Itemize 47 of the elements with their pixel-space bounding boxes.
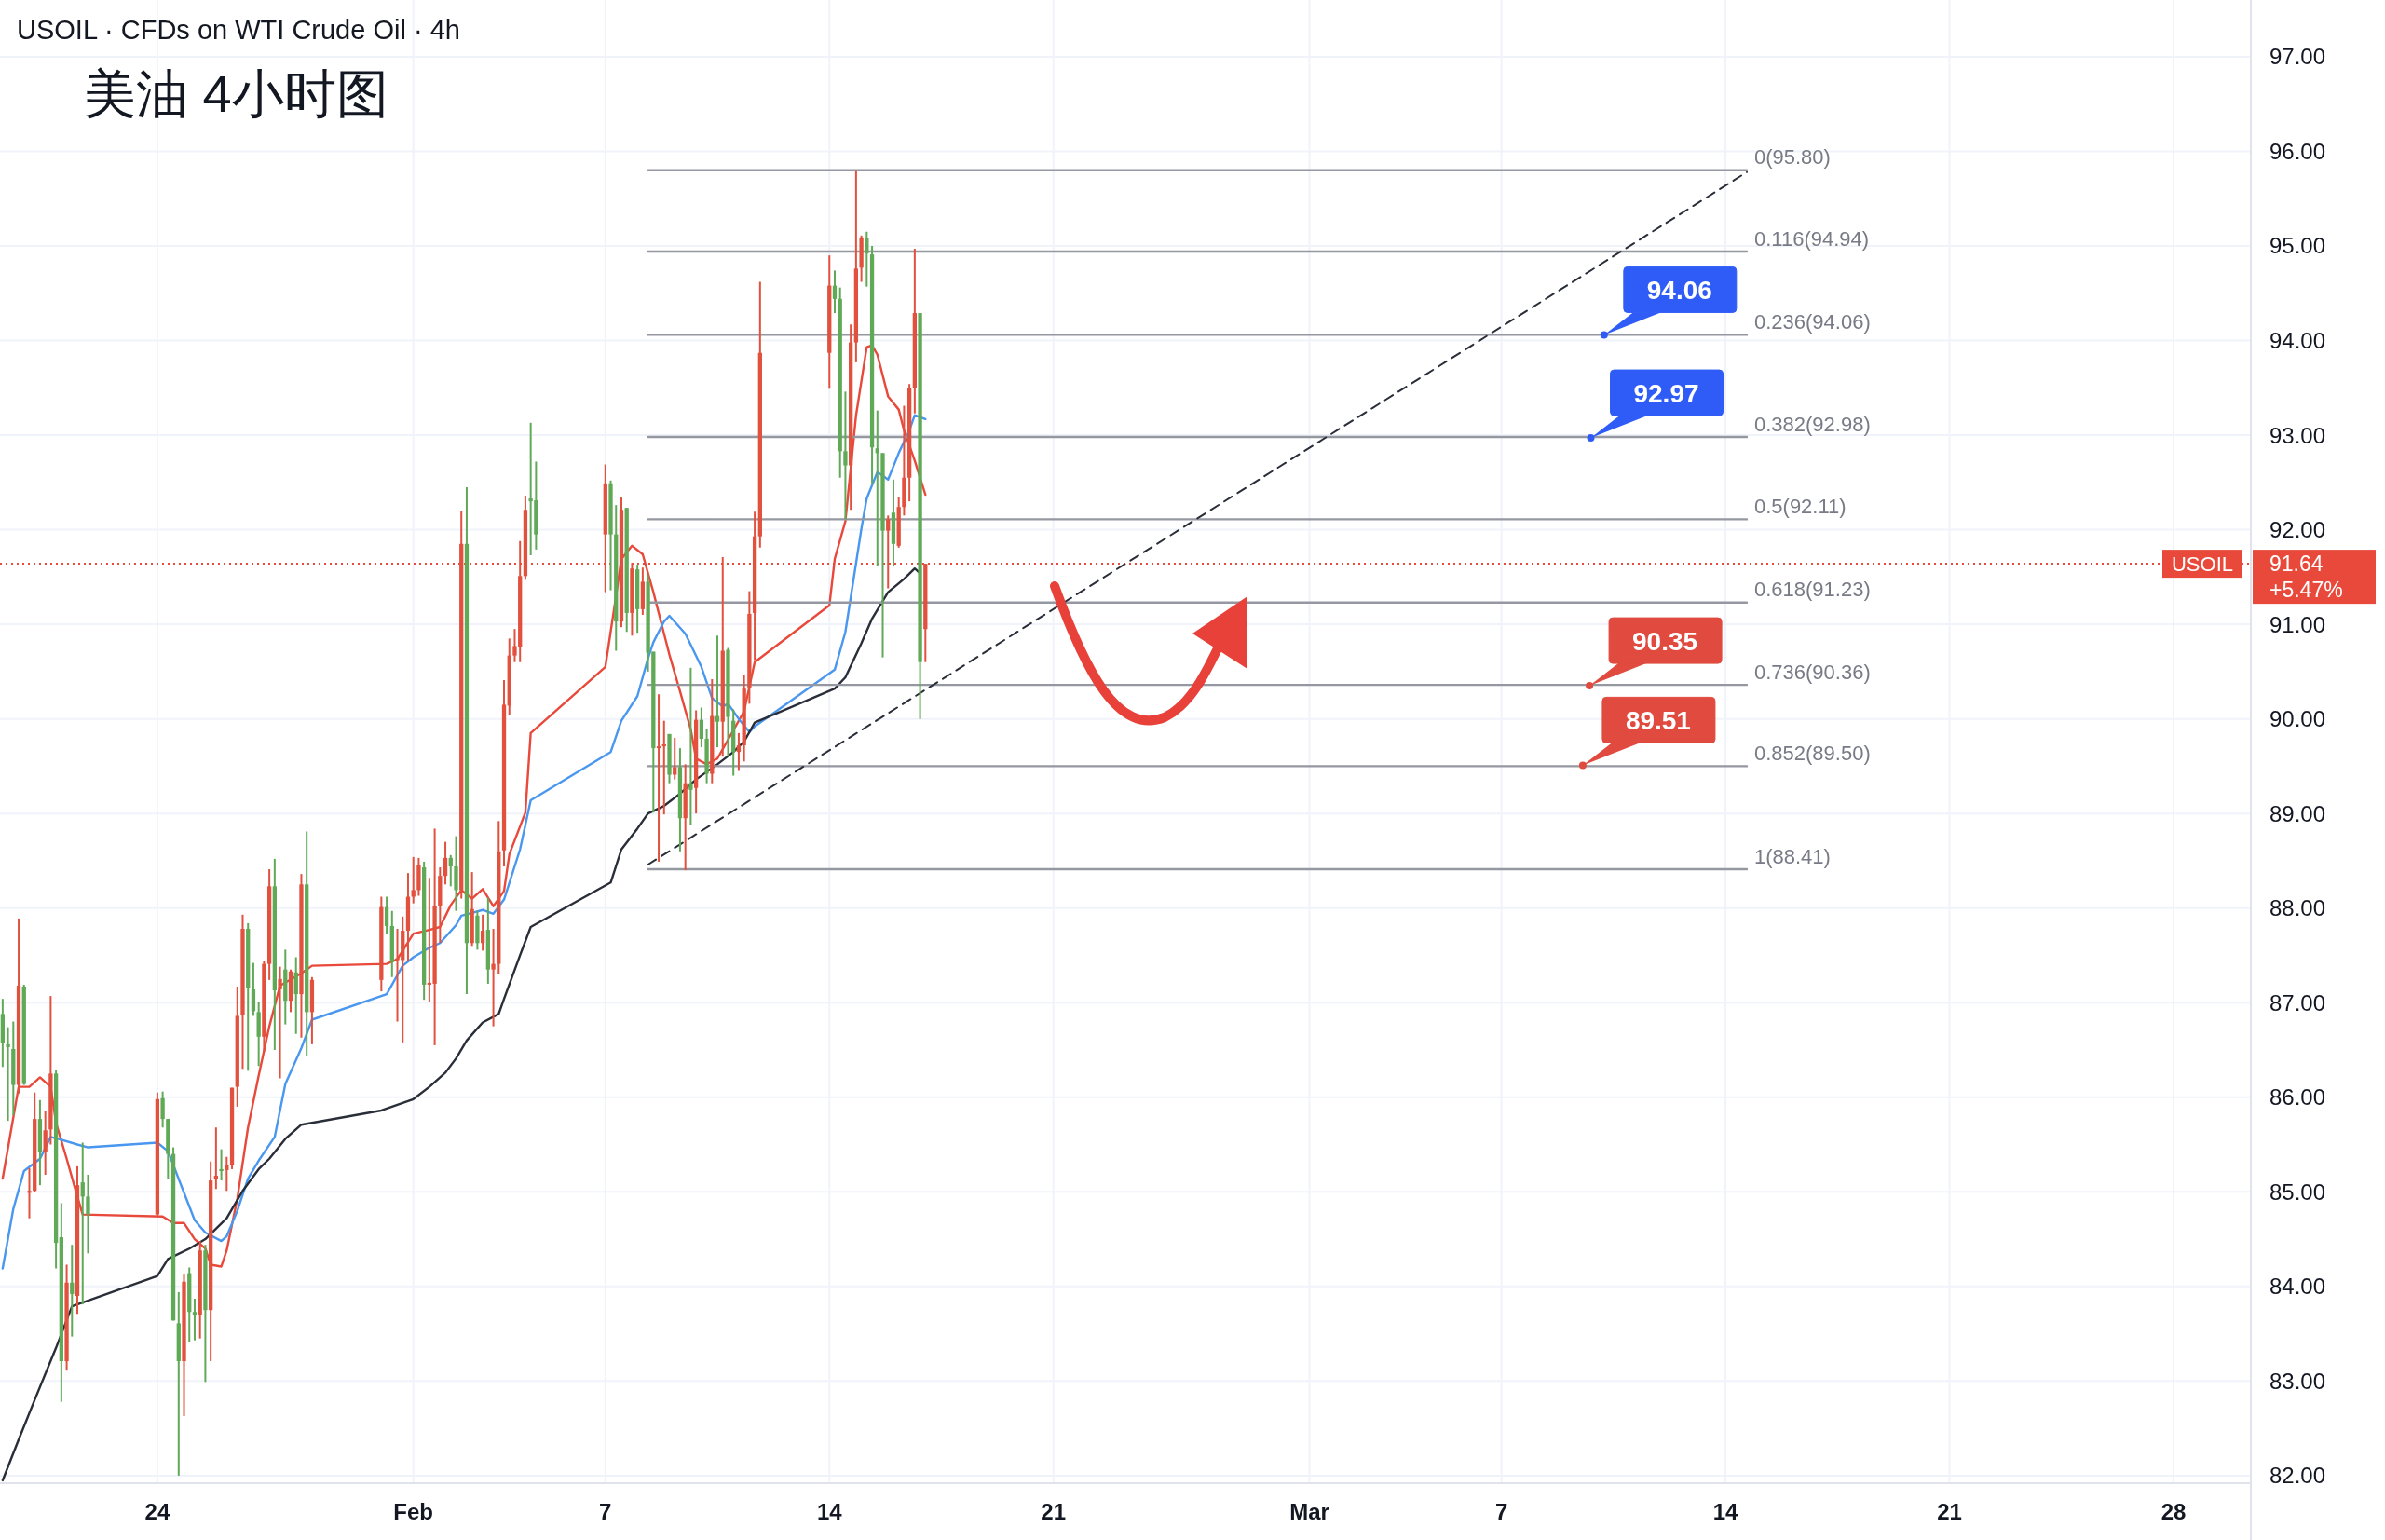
text: USOIL · CFDs on WTI Crude Oil · 4h	[17, 15, 460, 45]
y-tick-label: 97.00	[2269, 44, 2326, 70]
y-tick-label: 95.00	[2269, 233, 2326, 259]
y-tick-label: 94.00	[2269, 328, 2326, 354]
y-tick-label: 93.00	[2269, 422, 2326, 448]
y-tick-label: 85.00	[2269, 1179, 2326, 1205]
annotation: 0.736(90.36)	[1753, 660, 1871, 684]
y-tick-label: 92.00	[2269, 517, 2326, 543]
text: 美油 4小时图	[84, 63, 388, 123]
y-tick-label: 91.00	[2269, 611, 2326, 637]
x-tick-label: 7	[1494, 1498, 1508, 1524]
x-tick-label: 28	[2160, 1498, 2187, 1524]
y-tick-label: 83.00	[2269, 1368, 2326, 1394]
annotation: 1(88.41)	[1753, 844, 1831, 868]
data-label: 94.06	[1646, 275, 1712, 305]
annotation: 0.382(92.98)	[1753, 412, 1871, 436]
x-tick-label: 24	[144, 1498, 170, 1524]
y-tick-label: 86.00	[2269, 1084, 2326, 1111]
x-tick-label: 14	[1712, 1498, 1739, 1524]
y-tick-label: 96.00	[2269, 138, 2326, 164]
text: +5.47%	[2269, 578, 2343, 603]
x-tick-label: Feb	[393, 1498, 434, 1524]
point	[1600, 331, 1608, 339]
data-label: 92.97	[1633, 378, 1699, 408]
annotation: 0.852(89.50)	[1753, 741, 1871, 765]
point	[1578, 761, 1587, 770]
x-tick-label: 14	[816, 1498, 843, 1524]
annotation: 0.236(94.06)	[1753, 309, 1871, 334]
annotation: 0(95.80)	[1753, 145, 1831, 170]
y-tick-label: 90.00	[2269, 706, 2326, 732]
ref-line-label: USOIL	[2171, 552, 2234, 576]
x-tick-label: 7	[599, 1498, 612, 1524]
y-tick-label: 87.00	[2269, 989, 2326, 1015]
point	[1586, 682, 1594, 690]
data-label: 89.51	[1625, 705, 1691, 735]
text: 91.64	[2269, 552, 2324, 577]
annotation: 0.116(94.94)	[1753, 226, 1870, 251]
y-tick-label: 89.00	[2269, 800, 2326, 826]
annotation: 0.618(91.23)	[1753, 578, 1871, 602]
data-label: 90.35	[1632, 626, 1698, 656]
annotation: 0.5(92.11)	[1753, 494, 1847, 518]
y-tick-label: 84.00	[2269, 1274, 2326, 1300]
y-tick-label: 82.00	[2269, 1463, 2326, 1489]
x-tick-label: 21	[1041, 1498, 1067, 1524]
x-tick-label: Mar	[1289, 1498, 1329, 1524]
x-tick-label: 21	[1937, 1498, 1962, 1524]
y-tick-label: 88.00	[2269, 895, 2326, 921]
